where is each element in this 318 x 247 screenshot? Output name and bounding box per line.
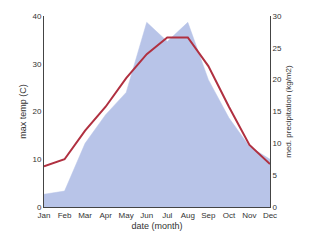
svg-text:Jan: Jan	[38, 211, 51, 220]
svg-text:Dec: Dec	[263, 211, 277, 220]
svg-text:Jun: Jun	[140, 211, 153, 220]
svg-text:10: 10	[32, 155, 41, 164]
svg-text:Jul: Jul	[162, 211, 172, 220]
svg-text:30: 30	[32, 60, 41, 69]
svg-text:date (month): date (month)	[131, 221, 182, 231]
svg-text:Nov: Nov	[242, 211, 256, 220]
svg-text:Sep: Sep	[201, 211, 216, 220]
svg-text:Mar: Mar	[78, 211, 92, 220]
svg-text:20: 20	[273, 75, 282, 84]
svg-text:0: 0	[273, 203, 278, 212]
svg-text:med. precipitation (kg/m2): med. precipitation (kg/m2)	[284, 65, 293, 158]
svg-text:May: May	[119, 211, 134, 220]
svg-text:0: 0	[37, 203, 42, 212]
svg-text:Aug: Aug	[181, 211, 195, 220]
svg-text:Oct: Oct	[223, 211, 236, 220]
svg-text:5: 5	[273, 171, 278, 180]
svg-text:Apr: Apr	[99, 211, 112, 220]
svg-text:25: 25	[273, 44, 282, 53]
svg-text:40: 40	[32, 12, 41, 21]
svg-text:15: 15	[273, 107, 282, 116]
svg-text:10: 10	[273, 139, 282, 148]
svg-text:max temp (C): max temp (C)	[18, 84, 28, 139]
svg-text:30: 30	[273, 12, 282, 21]
svg-text:Feb: Feb	[58, 211, 72, 220]
svg-text:20: 20	[32, 107, 41, 116]
